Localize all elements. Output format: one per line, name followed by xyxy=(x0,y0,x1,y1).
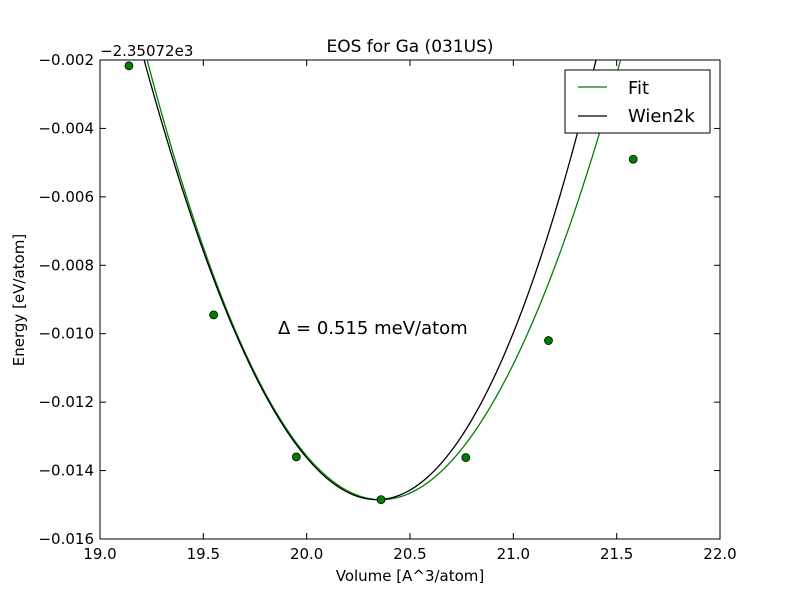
x-axis-label: Volume [A^3/atom] xyxy=(336,567,485,585)
legend-label-fit: Fit xyxy=(628,78,649,99)
legend: Fit Wien2k xyxy=(564,69,711,134)
y-tick-label: −0.004 xyxy=(38,119,94,137)
y-tick-label: −0.002 xyxy=(38,51,94,69)
x-tick-label: 21.0 xyxy=(497,545,530,563)
x-axis-ticks: 19.0 19.5 20.0 20.5 21.0 21.5 22.0 xyxy=(83,60,737,563)
y-tick-label: −0.012 xyxy=(38,393,94,411)
y-axis-label: Energy [eV/atom] xyxy=(10,234,28,366)
data-point xyxy=(124,61,134,71)
legend-label-wien2k: Wien2k xyxy=(628,106,695,127)
y-tick-label: −0.016 xyxy=(38,530,94,548)
data-point xyxy=(209,310,219,320)
x-tick-label: 20.5 xyxy=(393,545,426,563)
delta-annotation: Δ = 0.515 meV/atom xyxy=(278,318,468,339)
chart-title: EOS for Ga (031US) xyxy=(326,37,493,57)
data-point xyxy=(376,495,386,505)
series-layer xyxy=(124,60,638,505)
legend-box xyxy=(564,69,711,134)
x-tick-label: 22.0 xyxy=(703,545,736,563)
x-tick-label: 19.0 xyxy=(83,545,116,563)
y-axis-ticks: −0.016 −0.014 −0.012 −0.010 −0.008 −0.006 −0.0… xyxy=(38,51,720,548)
y-tick-label: −0.006 xyxy=(38,188,94,206)
y-tick-label: −0.010 xyxy=(38,325,94,343)
data-point xyxy=(544,336,553,345)
x-tick-label: 19.5 xyxy=(187,545,220,563)
data-point xyxy=(461,453,471,462)
data-point xyxy=(628,154,638,164)
x-tick-label: 21.5 xyxy=(600,545,633,563)
y-tick-label: −0.014 xyxy=(38,462,94,480)
x-tick-label: 20.0 xyxy=(290,545,323,563)
y-tick-label: −0.008 xyxy=(38,256,94,274)
y-offset-label: −2.35072e3 xyxy=(100,42,193,60)
data-point xyxy=(291,452,301,462)
plot-frame xyxy=(99,59,721,540)
plot-area: 19.0 19.5 20.0 20.5 21.0 21.5 22.0 −0.016−0.01… xyxy=(38,51,737,563)
